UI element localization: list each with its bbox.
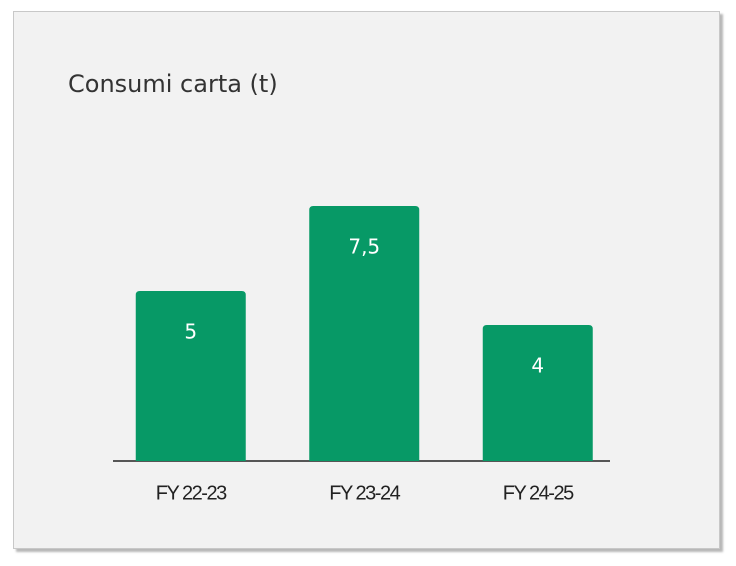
data-label: 7,5 (348, 235, 380, 259)
data-label: 5 (184, 320, 197, 344)
x-tick-label: FY 24-25 (503, 482, 574, 504)
x-tick-label: FY 22-23 (156, 482, 227, 504)
x-tick-label: FY 23-24 (329, 482, 400, 504)
chart-title: Consumi carta (t) (68, 70, 278, 98)
bar (309, 206, 420, 461)
bar (482, 325, 593, 461)
bar (135, 291, 246, 461)
data-label: 4 (531, 354, 544, 378)
